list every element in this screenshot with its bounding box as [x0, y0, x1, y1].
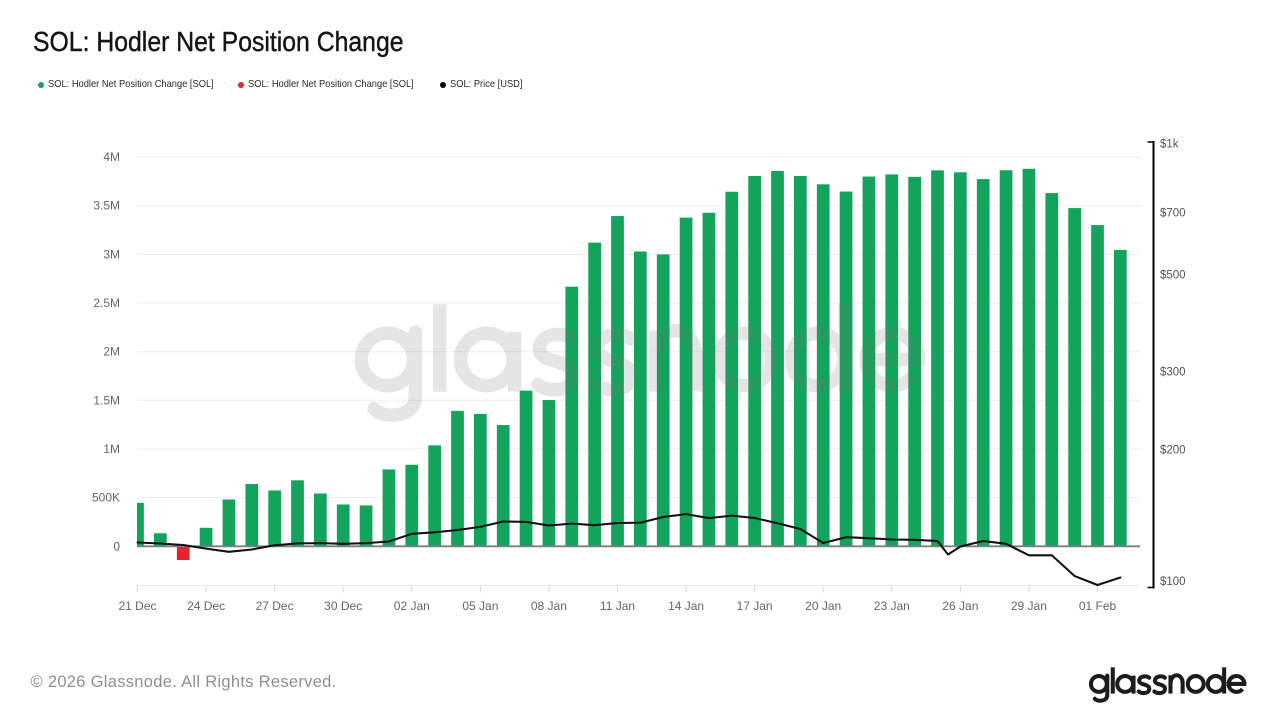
svg-text:$300: $300	[1160, 366, 1186, 378]
svg-text:24 Dec: 24 Dec	[187, 599, 225, 613]
svg-text:17 Jan: 17 Jan	[737, 599, 773, 613]
svg-text:02 Jan: 02 Jan	[394, 599, 430, 613]
svg-text:27 Dec: 27 Dec	[256, 599, 294, 613]
svg-text:4M: 4M	[103, 150, 120, 164]
svg-text:$700: $700	[1160, 208, 1186, 220]
svg-text:2.5M: 2.5M	[93, 296, 120, 310]
svg-text:$200: $200	[1160, 445, 1186, 457]
svg-text:08 Jan: 08 Jan	[531, 599, 567, 613]
svg-text:3.5M: 3.5M	[93, 199, 120, 213]
svg-text:11 Jan: 11 Jan	[600, 599, 635, 613]
svg-text:$100: $100	[1160, 576, 1186, 588]
svg-text:500K: 500K	[92, 491, 120, 505]
svg-text:23 Jan: 23 Jan	[874, 599, 910, 613]
svg-text:1.5M: 1.5M	[93, 393, 120, 407]
svg-text:30 Dec: 30 Dec	[324, 599, 362, 613]
svg-text:14 Jan: 14 Jan	[668, 599, 704, 613]
svg-text:21 Dec: 21 Dec	[118, 599, 156, 613]
svg-text:3M: 3M	[103, 247, 120, 261]
svg-text:$1k: $1k	[1160, 138, 1179, 150]
svg-text:01 Feb: 01 Feb	[1079, 599, 1117, 613]
svg-text:26 Jan: 26 Jan	[942, 599, 978, 613]
svg-text:1M: 1M	[103, 442, 120, 456]
svg-text:20 Jan: 20 Jan	[805, 599, 841, 613]
svg-text:29 Jan: 29 Jan	[1011, 599, 1047, 613]
svg-text:$500: $500	[1160, 270, 1186, 282]
svg-text:0: 0	[113, 539, 120, 553]
svg-text:2M: 2M	[103, 345, 120, 359]
svg-text:05 Jan: 05 Jan	[462, 599, 498, 613]
